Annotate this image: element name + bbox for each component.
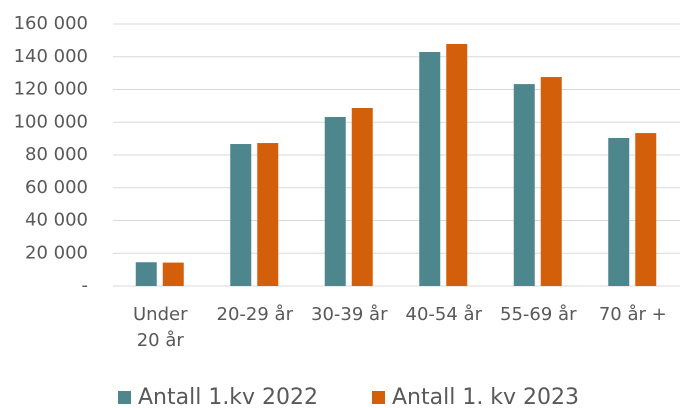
- bar: [635, 133, 657, 286]
- x-tick-label: 40-54 år: [405, 304, 482, 325]
- x-tick-label: 20-29 år: [216, 304, 293, 325]
- y-tick-label: 80 000: [25, 144, 88, 165]
- y-tick-label: 120 000: [14, 79, 88, 100]
- y-tick-label: 60 000: [25, 177, 88, 198]
- bar: [257, 143, 279, 286]
- y-tick-label: -: [82, 275, 89, 296]
- y-tick-label: 160 000: [14, 13, 88, 34]
- x-tick-label: 55-69 år: [500, 304, 577, 325]
- y-tick-label: 40 000: [25, 210, 88, 231]
- bar: [513, 84, 535, 286]
- bar: [419, 52, 441, 286]
- y-tick-label: 20 000: [25, 242, 88, 263]
- bar: [135, 262, 157, 286]
- bar: [351, 108, 373, 286]
- y-tick-label: 100 000: [14, 111, 88, 132]
- bar: [162, 262, 184, 286]
- bar: [608, 137, 630, 286]
- x-tick-label: 30-39 år: [311, 304, 388, 325]
- bar: [324, 117, 346, 286]
- x-tick-label: 70 år +: [598, 304, 667, 325]
- bar: [446, 43, 468, 286]
- legend-swatch: [372, 391, 385, 404]
- bar: [230, 144, 252, 286]
- legend-label: Antall 1.kv 2022: [138, 385, 318, 408]
- bar: [540, 77, 562, 287]
- y-tick-label: 140 000: [14, 46, 88, 67]
- legend-swatch: [118, 391, 131, 404]
- legend-label: Antall 1. kv 2023: [392, 385, 579, 408]
- x-tick-label: Under 20 år: [133, 304, 188, 351]
